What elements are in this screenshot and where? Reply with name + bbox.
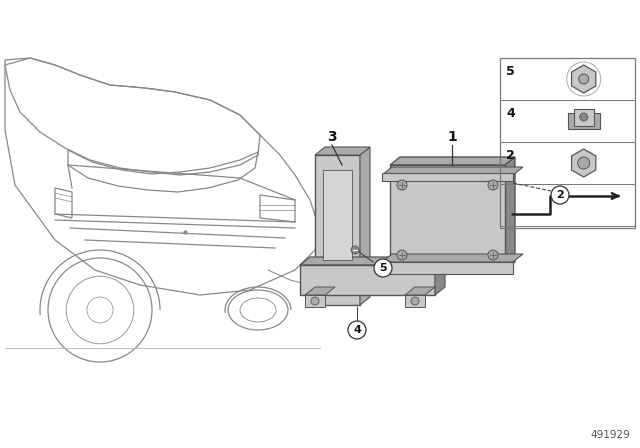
Circle shape	[579, 74, 589, 84]
Polygon shape	[435, 257, 445, 295]
Circle shape	[488, 250, 498, 260]
Text: 491929: 491929	[590, 430, 630, 440]
Polygon shape	[568, 113, 600, 129]
Polygon shape	[305, 287, 335, 295]
Bar	[382, 173, 513, 181]
Text: 4: 4	[506, 107, 515, 120]
Text: 5: 5	[506, 65, 515, 78]
Polygon shape	[300, 257, 445, 265]
Circle shape	[488, 180, 498, 190]
Bar	[390, 165, 505, 270]
Polygon shape	[390, 157, 515, 165]
Polygon shape	[382, 254, 523, 262]
Circle shape	[551, 186, 569, 204]
Polygon shape	[572, 149, 596, 177]
Circle shape	[580, 113, 588, 121]
Bar	[500, 58, 635, 228]
Circle shape	[351, 246, 359, 254]
Text: 5: 5	[379, 263, 387, 273]
Bar	[323, 170, 352, 260]
Polygon shape	[505, 157, 515, 270]
Bar	[500, 58, 635, 100]
Text: 2: 2	[506, 149, 515, 162]
Text: 3: 3	[327, 130, 337, 144]
Bar	[382, 262, 513, 274]
Bar	[300, 265, 435, 295]
Circle shape	[374, 259, 392, 277]
Circle shape	[348, 321, 366, 339]
Text: 4: 4	[353, 325, 361, 335]
Polygon shape	[405, 287, 435, 295]
Polygon shape	[572, 65, 596, 93]
Circle shape	[311, 297, 319, 305]
Circle shape	[411, 297, 419, 305]
Bar	[500, 184, 635, 226]
Circle shape	[397, 180, 407, 190]
Bar	[405, 295, 425, 307]
Polygon shape	[360, 147, 370, 305]
Polygon shape	[573, 109, 594, 126]
Bar	[500, 142, 635, 184]
Bar	[305, 295, 325, 307]
Polygon shape	[315, 147, 370, 155]
Circle shape	[578, 157, 589, 169]
Circle shape	[397, 250, 407, 260]
Text: 2: 2	[556, 190, 564, 200]
Text: 1: 1	[447, 130, 457, 144]
Polygon shape	[382, 167, 523, 175]
Bar	[315, 155, 360, 305]
Bar	[500, 100, 635, 142]
